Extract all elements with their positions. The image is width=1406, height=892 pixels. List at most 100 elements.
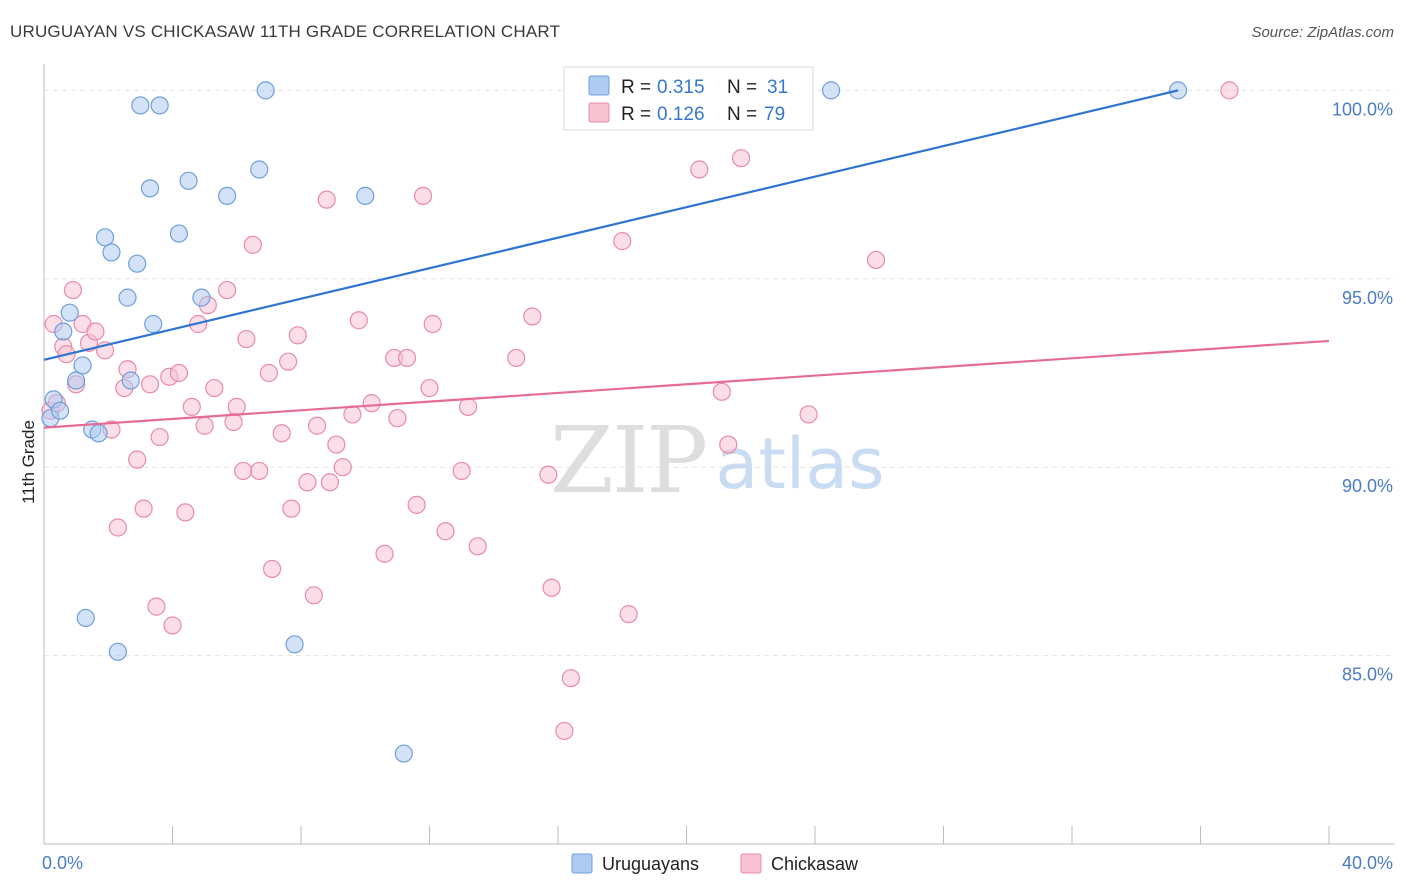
chickasaw-point bbox=[134, 499, 153, 518]
chickasaw-point bbox=[542, 578, 561, 597]
chickasaw-point bbox=[259, 363, 278, 383]
legend-swatch-chickasaw bbox=[588, 102, 610, 123]
chickasaw-point bbox=[407, 495, 426, 514]
chickasaw-points bbox=[41, 81, 1239, 741]
uruguayans-point bbox=[73, 356, 92, 375]
chickasaw-point bbox=[195, 416, 214, 435]
chickasaw-point bbox=[1220, 81, 1239, 100]
chickasaw-point bbox=[147, 597, 166, 616]
chickasaw-point bbox=[362, 394, 381, 413]
uruguayans-point bbox=[144, 314, 163, 334]
legend-r-label-chickasaw: R = bbox=[621, 104, 656, 125]
chickasaw-point bbox=[866, 250, 886, 270]
chickasaw-point bbox=[163, 616, 182, 635]
uruguayans-point bbox=[140, 179, 160, 198]
chickasaw-point bbox=[458, 397, 478, 416]
chickasaw-point bbox=[452, 461, 471, 481]
uruguayans-point bbox=[250, 160, 269, 179]
chickasaw-point bbox=[205, 378, 224, 398]
chickasaw-point bbox=[262, 559, 282, 579]
x-tick-labels: 0.0% 40.0% bbox=[42, 853, 1393, 873]
chickasaw-trend-line bbox=[43, 339, 1330, 429]
uruguayans-point bbox=[118, 288, 137, 307]
uruguayans-point bbox=[821, 81, 841, 100]
chickasaw-point bbox=[234, 461, 253, 481]
y-tick-label: 85.0% bbox=[1342, 665, 1393, 685]
chickasaw-point bbox=[298, 473, 317, 492]
uruguayans-point bbox=[50, 401, 70, 420]
uruguayans-point bbox=[394, 744, 413, 763]
chickasaw-point bbox=[320, 473, 340, 492]
x-tick-label: 0.0% bbox=[42, 853, 83, 873]
uruguayans-point bbox=[108, 642, 127, 661]
legend-r-label-uruguayans: R = bbox=[621, 77, 656, 98]
legend-swatch-uruguayans bbox=[588, 75, 610, 96]
chickasaw-point bbox=[413, 186, 433, 205]
uruguayans-point bbox=[89, 424, 108, 443]
grid-lines bbox=[44, 89, 1395, 657]
chickasaw-point bbox=[140, 375, 160, 394]
chickasaw-point bbox=[732, 149, 751, 168]
chickasaw-point bbox=[388, 409, 407, 428]
source-label: Source: ZipAtlas.com bbox=[1251, 24, 1394, 41]
chickasaw-point bbox=[349, 311, 368, 330]
uruguayans-point bbox=[285, 635, 304, 654]
chickasaw-point bbox=[150, 427, 169, 447]
chickasaw-point bbox=[327, 435, 346, 454]
legend-n-label-uruguayans: N = bbox=[727, 77, 762, 98]
legend-n-value-chickasaw: 79 bbox=[764, 104, 785, 125]
bottom-label-uruguayans: Uruguayans bbox=[602, 854, 699, 874]
uruguayans-point bbox=[67, 371, 86, 390]
chickasaw-point bbox=[712, 382, 731, 401]
y-tick-label: 100.0% bbox=[1332, 99, 1393, 119]
uruguayans-point bbox=[256, 81, 275, 100]
y-tick-label: 90.0% bbox=[1342, 476, 1393, 496]
chickasaw-point bbox=[468, 537, 487, 556]
chickasaw-point bbox=[243, 235, 262, 254]
uruguayans-point bbox=[60, 303, 79, 322]
y-tick-labels: 100.0% 95.0% 90.0% 85.0% bbox=[1332, 99, 1393, 684]
uruguayans-point bbox=[356, 186, 375, 205]
chickasaw-point bbox=[561, 669, 580, 688]
chickasaw-point bbox=[397, 348, 417, 368]
uruguayans-point bbox=[218, 186, 237, 205]
chickasaw-point bbox=[613, 232, 632, 251]
watermark-zip: ZIP bbox=[550, 407, 706, 514]
chickasaw-point bbox=[108, 518, 127, 537]
chickasaw-point bbox=[436, 522, 455, 541]
legend-r-value-uruguayans: 0.315 bbox=[657, 77, 705, 98]
chart-title: URUGUAYAN VS CHICKASAW 11TH GRADE CORREL… bbox=[10, 22, 561, 41]
chickasaw-point bbox=[250, 461, 269, 481]
uruguayans-trend-line bbox=[43, 89, 1179, 361]
uruguayans-point bbox=[131, 96, 150, 115]
stats-legend: R = 0.315 N = 31 R = 0.126 N = 79 bbox=[563, 66, 814, 131]
chickasaw-point bbox=[375, 544, 394, 563]
chickasaw-point bbox=[176, 503, 195, 522]
uruguayans-point bbox=[128, 254, 147, 273]
chickasaw-point bbox=[169, 363, 189, 383]
chickasaw-point bbox=[690, 160, 709, 179]
legend-r-value-chickasaw: 0.126 bbox=[657, 104, 705, 125]
axes bbox=[43, 64, 1395, 845]
legend-n-label-chickasaw: N = bbox=[727, 104, 762, 125]
x-tick-label: 40.0% bbox=[1342, 853, 1393, 873]
chickasaw-point bbox=[307, 416, 327, 435]
chickasaw-point bbox=[539, 465, 558, 484]
chickasaw-point bbox=[423, 314, 442, 334]
bottom-label-chickasaw: Chickasaw bbox=[771, 854, 859, 874]
chickasaw-point bbox=[63, 280, 83, 300]
chickasaw-point bbox=[343, 405, 362, 424]
chickasaw-point bbox=[333, 458, 352, 477]
bottom-swatch-chickasaw bbox=[740, 853, 762, 874]
chickasaw-point bbox=[272, 424, 291, 443]
chickasaw-point bbox=[282, 499, 301, 518]
chickasaw-point bbox=[619, 605, 638, 624]
chickasaw-point bbox=[86, 322, 105, 341]
chickasaw-point bbox=[182, 397, 201, 416]
chickasaw-point bbox=[304, 586, 323, 605]
uruguayans-point bbox=[150, 96, 169, 115]
chickasaw-point bbox=[555, 721, 574, 741]
series-legend: Uruguayans Chickasaw bbox=[571, 853, 859, 874]
bottom-swatch-uruguayans bbox=[571, 853, 593, 874]
chickasaw-point bbox=[227, 397, 246, 416]
